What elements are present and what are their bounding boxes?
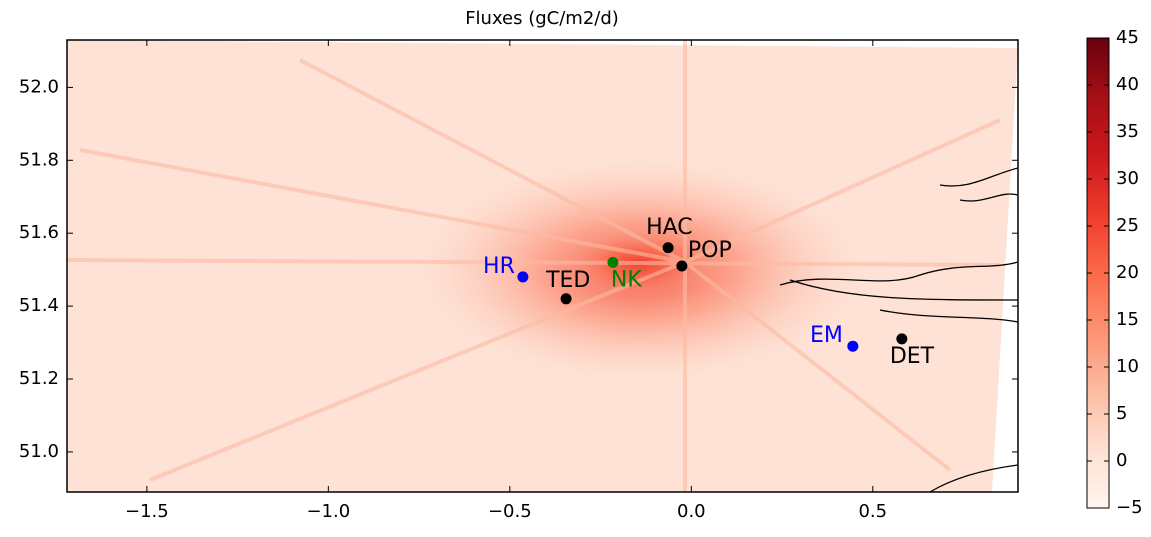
colorbar-tick-label: 15 [1116,309,1139,330]
flux-field [66,40,1019,493]
site-marker [517,271,529,283]
site-label: EM [810,323,843,348]
site-marker [662,242,674,254]
site-label: HR [483,254,515,279]
y-tick-label: 51.2 [19,368,59,389]
site-marker [560,293,572,305]
colorbar-tick-label: 35 [1116,121,1139,142]
y-tick-label: 51.0 [19,441,59,462]
colorbar-tick-label: 5 [1116,403,1127,424]
y-tick-label: 51.6 [19,222,59,243]
site-label: NK [611,267,642,292]
x-tick-label: 0.0 [677,501,706,522]
site-marker [847,340,859,352]
y-tick-label: 51.8 [19,149,59,170]
x-tick-label: −1.0 [306,501,350,522]
plot-frame [66,39,1019,493]
y-tick-label: 51.4 [19,295,59,316]
y-tick-label: 52.0 [19,76,59,97]
x-tick-label: −1.5 [125,501,169,522]
chart-title: Fluxes (gC/m2/d) [465,8,619,29]
colorbar-tick-label: −5 [1116,497,1143,518]
site-marker [676,260,688,272]
coastline [779,167,1019,323]
site-label: POP [688,238,732,263]
colorbar-tick-label: 30 [1116,168,1139,189]
coastline [929,464,1019,493]
site-label: HAC [646,215,693,240]
site-label: TED [545,268,590,293]
site-marker [607,256,619,268]
colorbar-tick-label: 10 [1116,356,1139,377]
site-marker [896,333,908,345]
colorbar-tick-label: 45 [1116,27,1139,48]
site-label: DET [890,344,935,369]
x-tick-label: −0.5 [488,501,532,522]
x-tick-label: 0.5 [858,501,887,522]
colorbar-tick-label: 40 [1116,74,1139,95]
colorbar-tick-label: 20 [1116,262,1139,283]
colorbar-tick-label: 25 [1116,215,1139,236]
colorbar-tick-label: 0 [1116,450,1127,471]
